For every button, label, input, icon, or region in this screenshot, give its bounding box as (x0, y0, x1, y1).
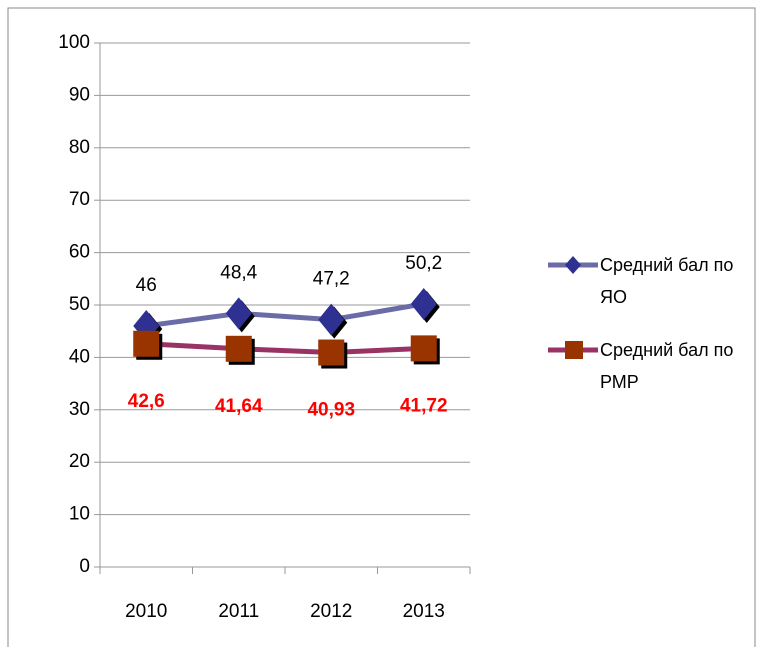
x-tick-label: 2011 (218, 601, 259, 622)
series-line (146, 341, 424, 356)
marker (318, 339, 345, 366)
marker (225, 297, 252, 330)
value-label: 46 (136, 275, 157, 296)
marker (410, 335, 437, 362)
legend-marker (565, 256, 581, 274)
legend-label: Средний бал по ЯО (600, 255, 734, 307)
y-tick-label: 70 (69, 189, 90, 210)
value-label: 47,2 (313, 269, 350, 290)
y-tick-label: 60 (69, 242, 90, 263)
value-label: 50,2 (405, 253, 442, 274)
legend-marker (565, 341, 583, 359)
marker (410, 287, 437, 320)
marker (133, 330, 160, 357)
y-tick-label: 50 (69, 294, 90, 315)
value-label: 42,6 (128, 391, 165, 412)
marker (225, 335, 252, 362)
value-label: 40,93 (307, 400, 355, 421)
value-label: 48,4 (220, 262, 257, 283)
x-tick-label: 2012 (310, 601, 352, 622)
marker (318, 303, 345, 336)
x-tick-label: 2010 (125, 601, 167, 622)
y-tick-label: 100 (58, 32, 90, 53)
legend-label: Средний бал по РМР (600, 340, 734, 392)
y-tick-label: 10 (69, 504, 90, 525)
y-tick-label: 40 (69, 346, 90, 367)
y-tick-label: 90 (69, 84, 90, 105)
y-tick-label: 80 (69, 137, 90, 158)
x-tick-label: 2013 (403, 601, 445, 622)
y-tick-label: 0 (79, 556, 90, 577)
chart-frame (7, 7, 756, 647)
y-tick-label: 20 (69, 451, 90, 472)
y-tick-label: 30 (69, 399, 90, 420)
series-line (145, 301, 425, 329)
value-label: 41,64 (215, 396, 263, 417)
value-label: 41,72 (400, 395, 448, 416)
